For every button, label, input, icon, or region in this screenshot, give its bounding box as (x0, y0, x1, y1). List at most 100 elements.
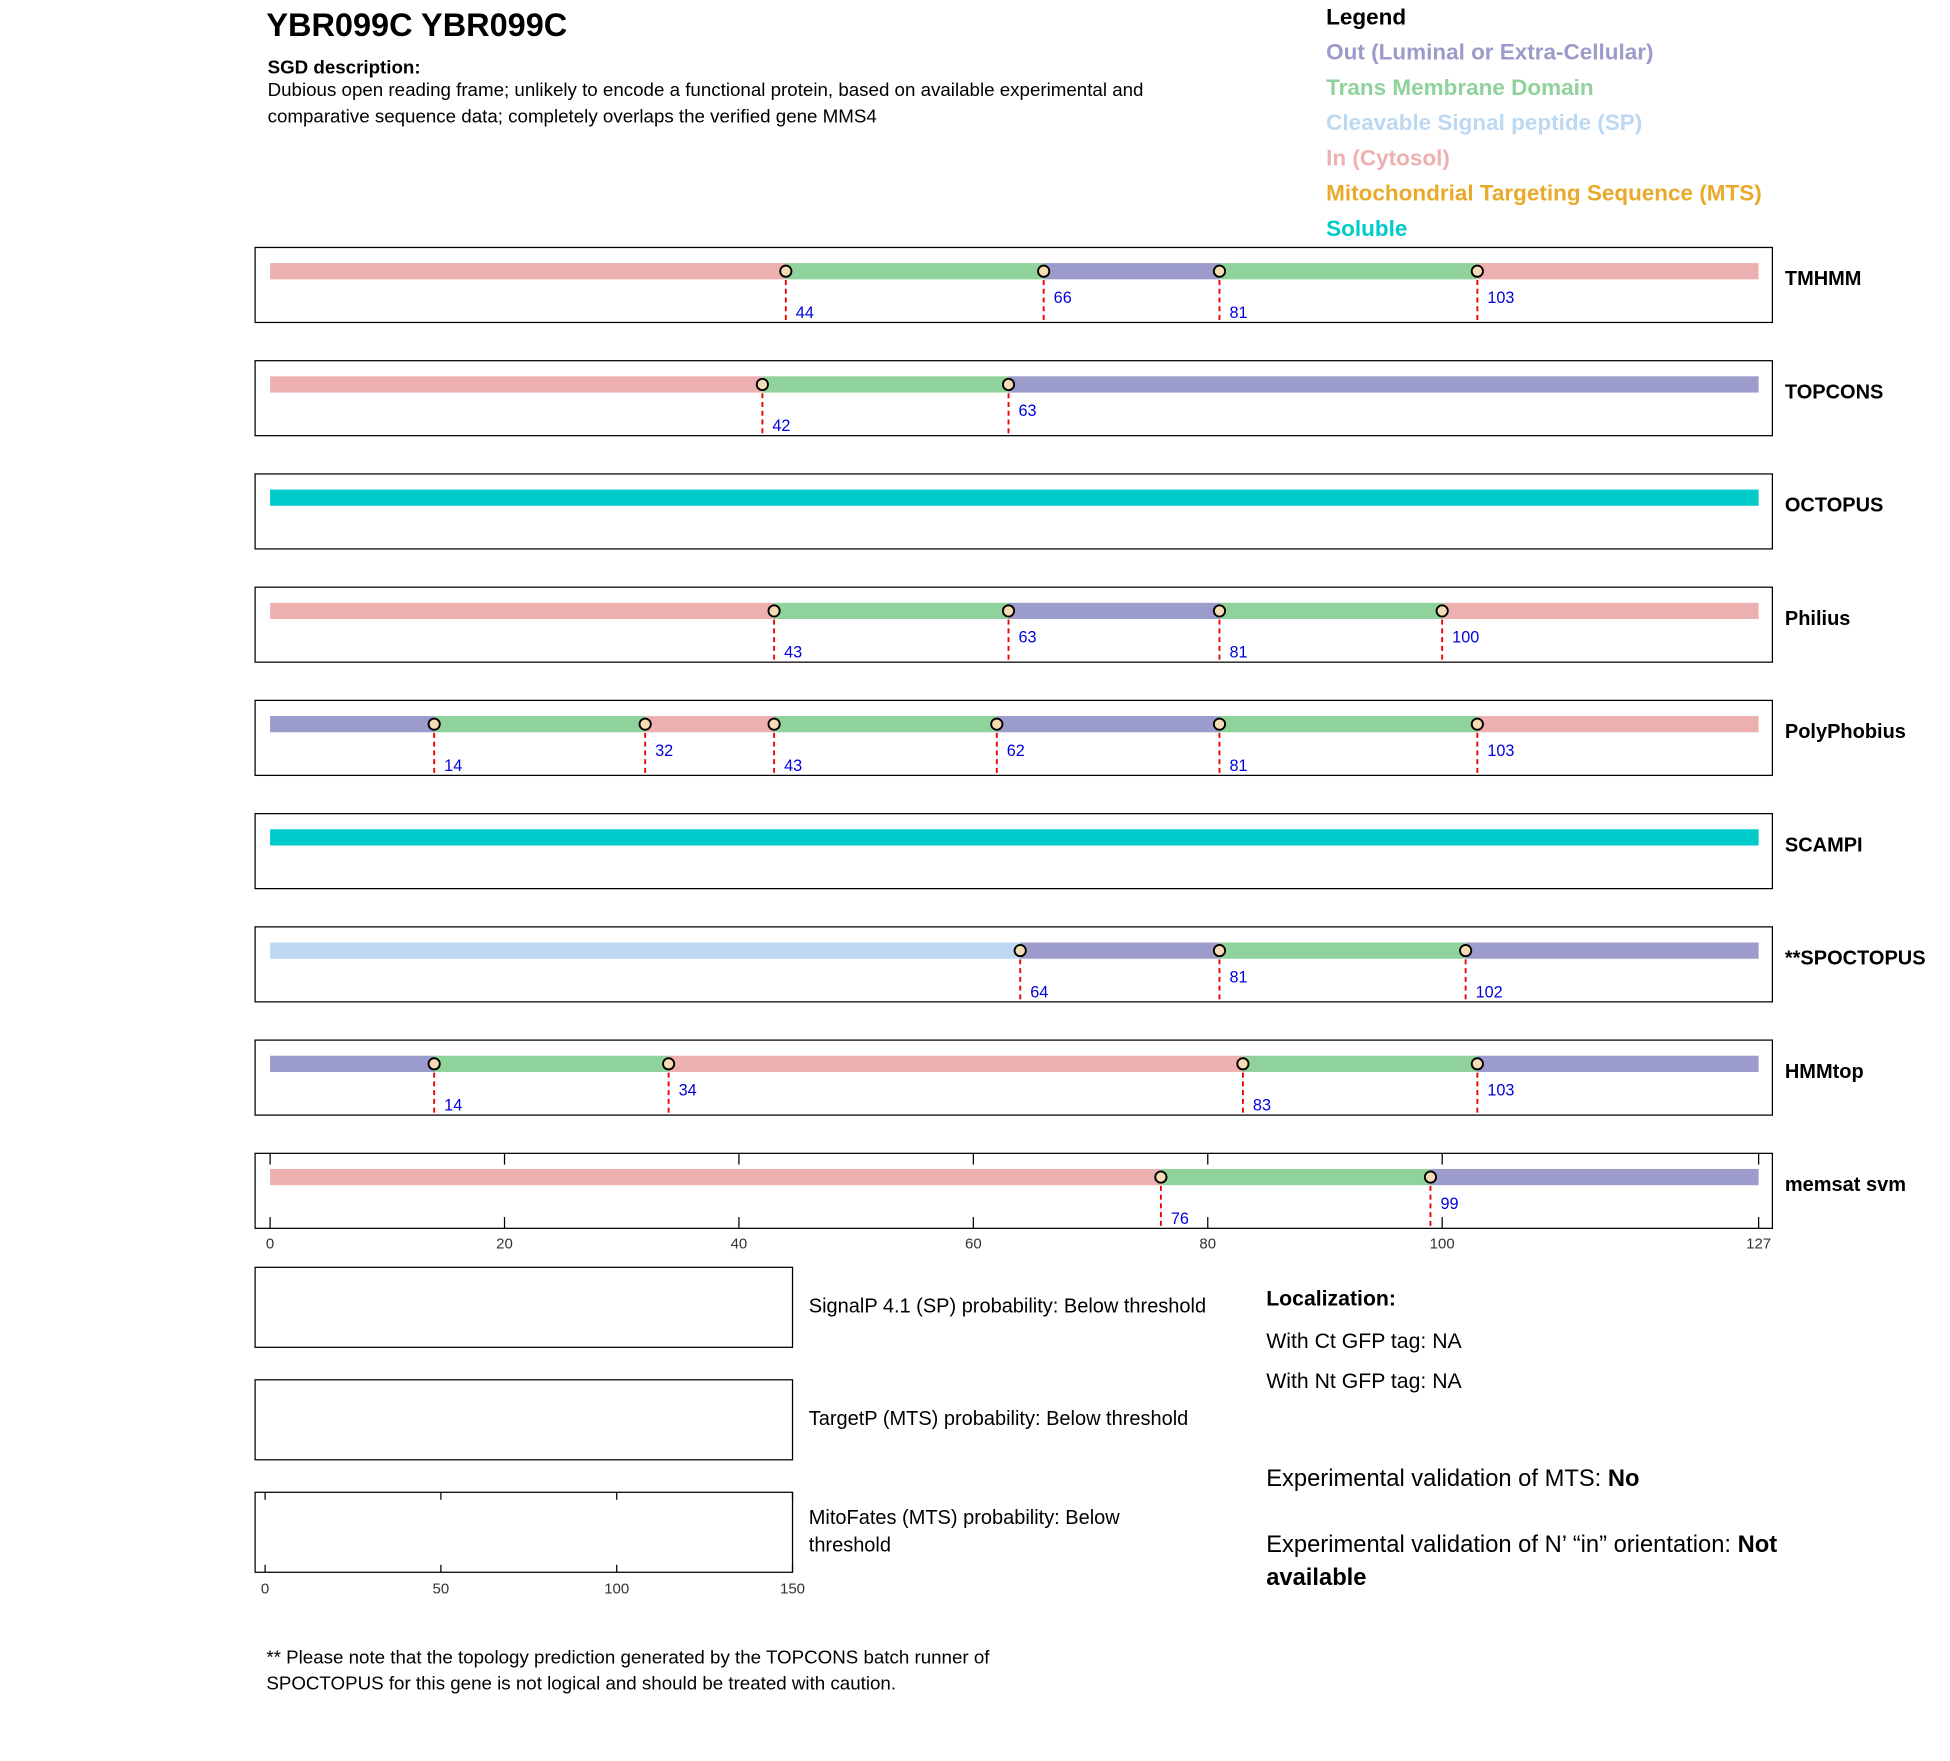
orientation-value: available (1266, 1565, 1366, 1591)
boundary-label: 76 (1171, 1210, 1189, 1228)
topology-segment (1477, 263, 1759, 280)
track-name: PolyPhobius (1785, 721, 1906, 743)
track-name: **SPOCTOPUS (1785, 948, 1926, 970)
x-tick-label: 0 (261, 1581, 269, 1598)
topology-segment (1043, 263, 1220, 280)
boundary-label: 66 (1054, 289, 1072, 307)
orientation-validation: Experimental validation of N’ “in” orien… (1266, 1532, 1777, 1558)
boundary-marker (767, 604, 781, 618)
topology-segment (1160, 1168, 1431, 1186)
footnote: SPOCTOPUS for this gene is not logical a… (266, 1673, 896, 1694)
boundary-label: 63 (1019, 402, 1037, 420)
topology-segment (270, 1055, 435, 1072)
probability-label: MitoFates (MTS) probability: Below (809, 1507, 1121, 1529)
boundary-marker (1154, 1170, 1168, 1184)
boundary-label: 81 (1229, 644, 1247, 662)
track-box (254, 360, 1774, 437)
x-tick-label: 40 (731, 1236, 748, 1253)
boundary-marker (1001, 604, 1016, 618)
probability-label: SignalP 4.1 (SP) probability: Below thre… (809, 1296, 1206, 1318)
x-tick-label: 60 (965, 1236, 982, 1253)
topology-segment (1008, 602, 1220, 620)
probability-box (254, 1491, 794, 1573)
boundary-marker (1212, 944, 1227, 958)
topology-segment (668, 1055, 1243, 1072)
topology-segment (774, 716, 997, 733)
x-tick-label: 20 (496, 1236, 513, 1253)
boundary-label: 81 (1229, 304, 1247, 322)
boundary-label: 14 (444, 757, 462, 775)
x-tick-label: 127 (1746, 1236, 1771, 1253)
localization-nt: With Nt GFP tag: NA (1266, 1369, 1462, 1393)
track-box (254, 246, 1774, 324)
topology-segment (1477, 1055, 1759, 1072)
boundary-label: 32 (655, 742, 673, 760)
boundary-label: 34 (679, 1082, 697, 1100)
boundary-marker (427, 717, 441, 731)
boundary-label: 63 (1019, 629, 1037, 647)
boundary-marker (1212, 604, 1227, 618)
track-box (254, 813, 1774, 890)
topology-segment (270, 829, 1759, 846)
topology-segment (785, 263, 1044, 280)
boundary-marker (1470, 1057, 1484, 1071)
topology-segment (270, 716, 435, 733)
boundary-label: 42 (772, 417, 790, 435)
sgd-text: Dubious open reading frame; unlikely to … (268, 79, 1144, 100)
topology-segment (270, 263, 786, 280)
boundary-marker (1459, 944, 1473, 958)
boundary-marker (1470, 717, 1484, 731)
probability-label: threshold (809, 1534, 891, 1556)
legend-entry: Mitochondrial Targeting Sequence (MTS) (1326, 181, 1762, 206)
track-name: HMMtop (1785, 1061, 1864, 1083)
orientation-value: Not (1738, 1532, 1778, 1558)
boundary-label: 103 (1487, 1082, 1514, 1100)
localization-ct: With Ct GFP tag: NA (1266, 1329, 1462, 1353)
x-tick-label: 150 (780, 1581, 805, 1598)
topology-segment (774, 602, 1009, 620)
topology-segment (434, 716, 646, 733)
track-box (254, 926, 1774, 1003)
x-tick-label: 100 (604, 1581, 629, 1598)
x-tick-label: 0 (266, 1236, 274, 1253)
boundary-label: 43 (784, 644, 802, 662)
track-box (254, 473, 1774, 550)
boundary-label: 62 (1007, 742, 1025, 760)
topology-segment (996, 716, 1220, 733)
legend-entry: Cleavable Signal peptide (SP) (1326, 110, 1642, 135)
track-box (254, 1152, 1774, 1229)
track-name: TMHMM (1785, 268, 1862, 290)
x-tick-label: 100 (1430, 1236, 1455, 1253)
boundary-marker (779, 264, 793, 278)
boundary-marker (1236, 1057, 1250, 1071)
topology-segment (1219, 602, 1443, 620)
probability-label: TargetP (MTS) probability: Below thresho… (809, 1408, 1189, 1430)
probability-box (254, 1379, 794, 1461)
x-tick-label: 50 (433, 1581, 450, 1598)
sgd-label: SGD description: (268, 57, 421, 78)
track-name: TOPCONS (1785, 381, 1883, 403)
legend-title: Legend (1326, 5, 1406, 30)
mts-label: Experimental validation of MTS: (1266, 1466, 1608, 1492)
topology-segment (1465, 942, 1759, 959)
track-name: Philius (1785, 608, 1851, 630)
topology-segment (270, 489, 1759, 506)
boundary-label: 44 (796, 304, 814, 322)
topology-segment (762, 376, 1009, 393)
track-name: OCTOPUS (1785, 495, 1883, 517)
footnote: ** Please note that the topology predict… (266, 1646, 990, 1667)
boundary-label: 100 (1452, 629, 1479, 647)
boundary-marker (1001, 377, 1016, 392)
boundary-label: 81 (1229, 757, 1247, 775)
boundary-marker (1013, 944, 1027, 958)
topology-segment (1442, 602, 1759, 620)
topology-segment (1430, 1168, 1759, 1186)
boundary-marker (1212, 717, 1227, 731)
boundary-marker (1037, 264, 1051, 278)
boundary-label: 99 (1440, 1195, 1458, 1213)
legend-entry: Soluble (1326, 216, 1407, 241)
orientation-label: Experimental validation of N’ “in” orien… (1266, 1532, 1737, 1558)
track-name: SCAMPI (1785, 834, 1863, 856)
